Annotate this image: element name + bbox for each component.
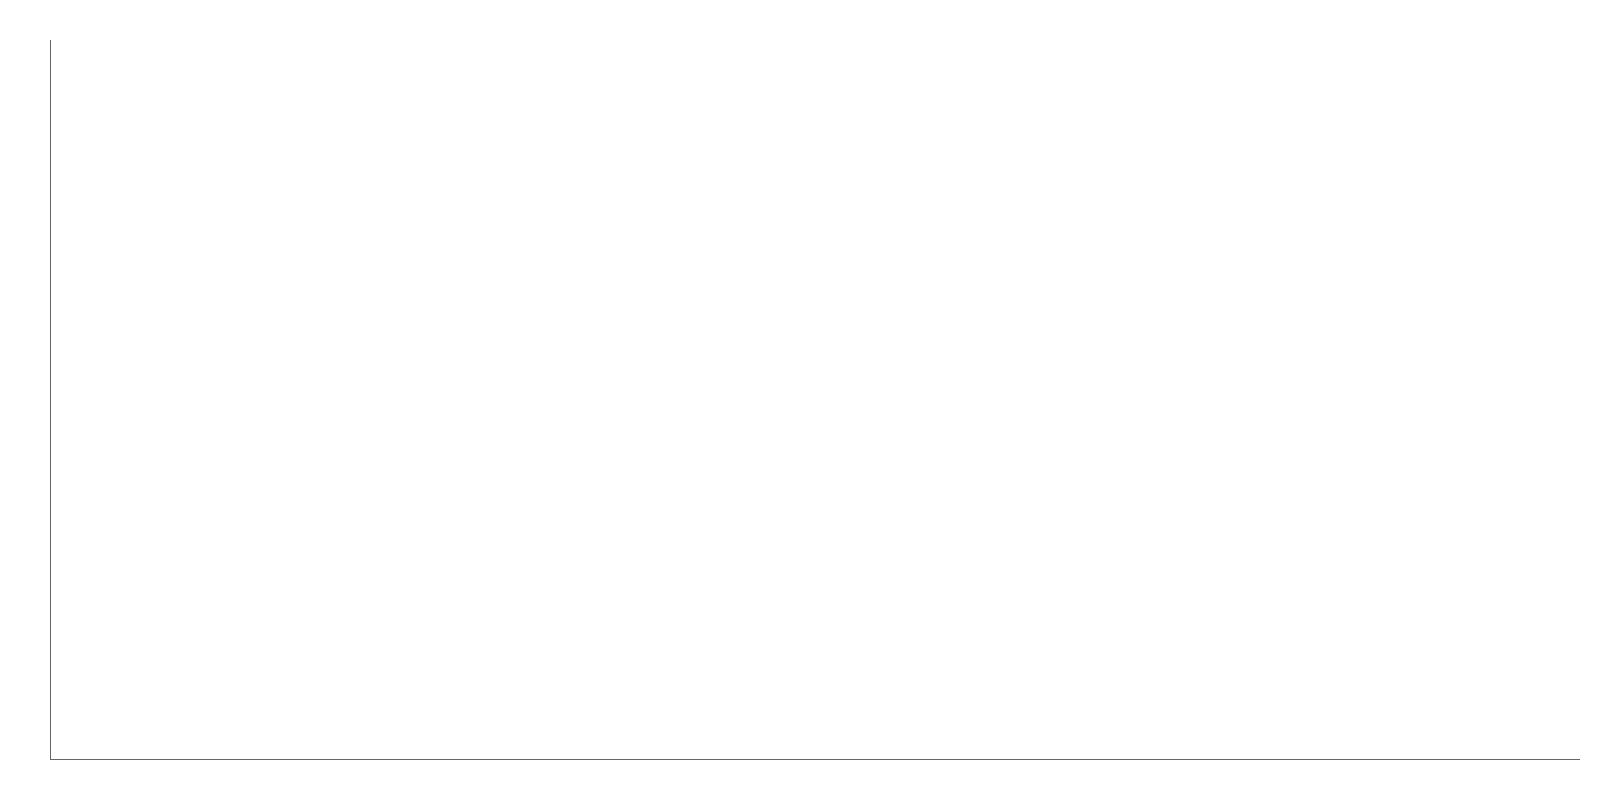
bars-layer (51, 40, 1580, 759)
price-bar-chart (0, 0, 1600, 800)
plot-area (50, 40, 1580, 760)
